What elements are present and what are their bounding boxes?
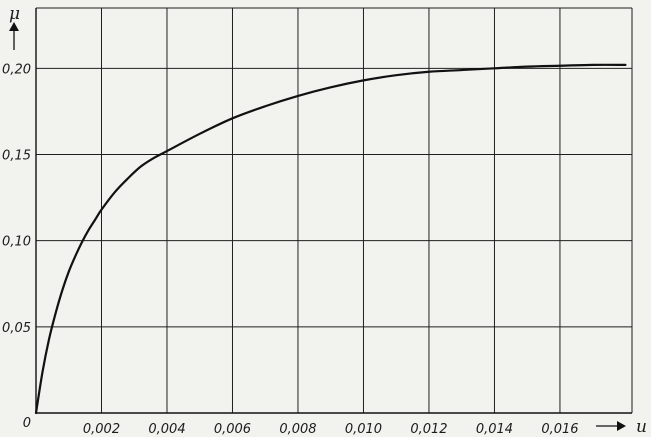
series-curve (34, 63, 627, 415)
x-axis-label: u (636, 417, 647, 437)
x-tick-label: 0,014 (476, 422, 513, 437)
y-tick-label: 0 (23, 416, 31, 431)
horizontal-gridlines (36, 7, 632, 328)
x-tick-label: 0,010 (345, 422, 382, 437)
x-tick-label: 0,006 (214, 422, 251, 437)
y-tick-label: 0,10 (2, 235, 31, 250)
x-tick-label: 0,008 (279, 422, 316, 437)
x-tick-label: 0,012 (410, 422, 447, 437)
y-tick-label: 0,05 (2, 321, 31, 336)
x-tick-label: 0,004 (148, 422, 185, 437)
y-tick-label: 0,20 (2, 62, 31, 77)
y-axis-label: μ (9, 4, 20, 24)
y-tick-label: 0,15 (2, 148, 31, 163)
x-tick-label: 0,002 (83, 422, 120, 437)
x-tick-labels: 0,002 0,004 0,006 0,008 0,010 0,012 0,014 0,016 (83, 422, 579, 437)
x-tick-label: 0,016 (541, 422, 578, 437)
plot-background (36, 8, 632, 413)
y-tick-labels: 0 0,05 0,10 0,15 0,20 (2, 62, 31, 431)
x-axis-arrow (596, 421, 626, 431)
y-axis-arrow-head (9, 22, 19, 31)
x-axis-arrow-head (617, 421, 626, 431)
vertical-gridlines (100, 8, 633, 413)
y-axis-arrow (9, 22, 19, 50)
